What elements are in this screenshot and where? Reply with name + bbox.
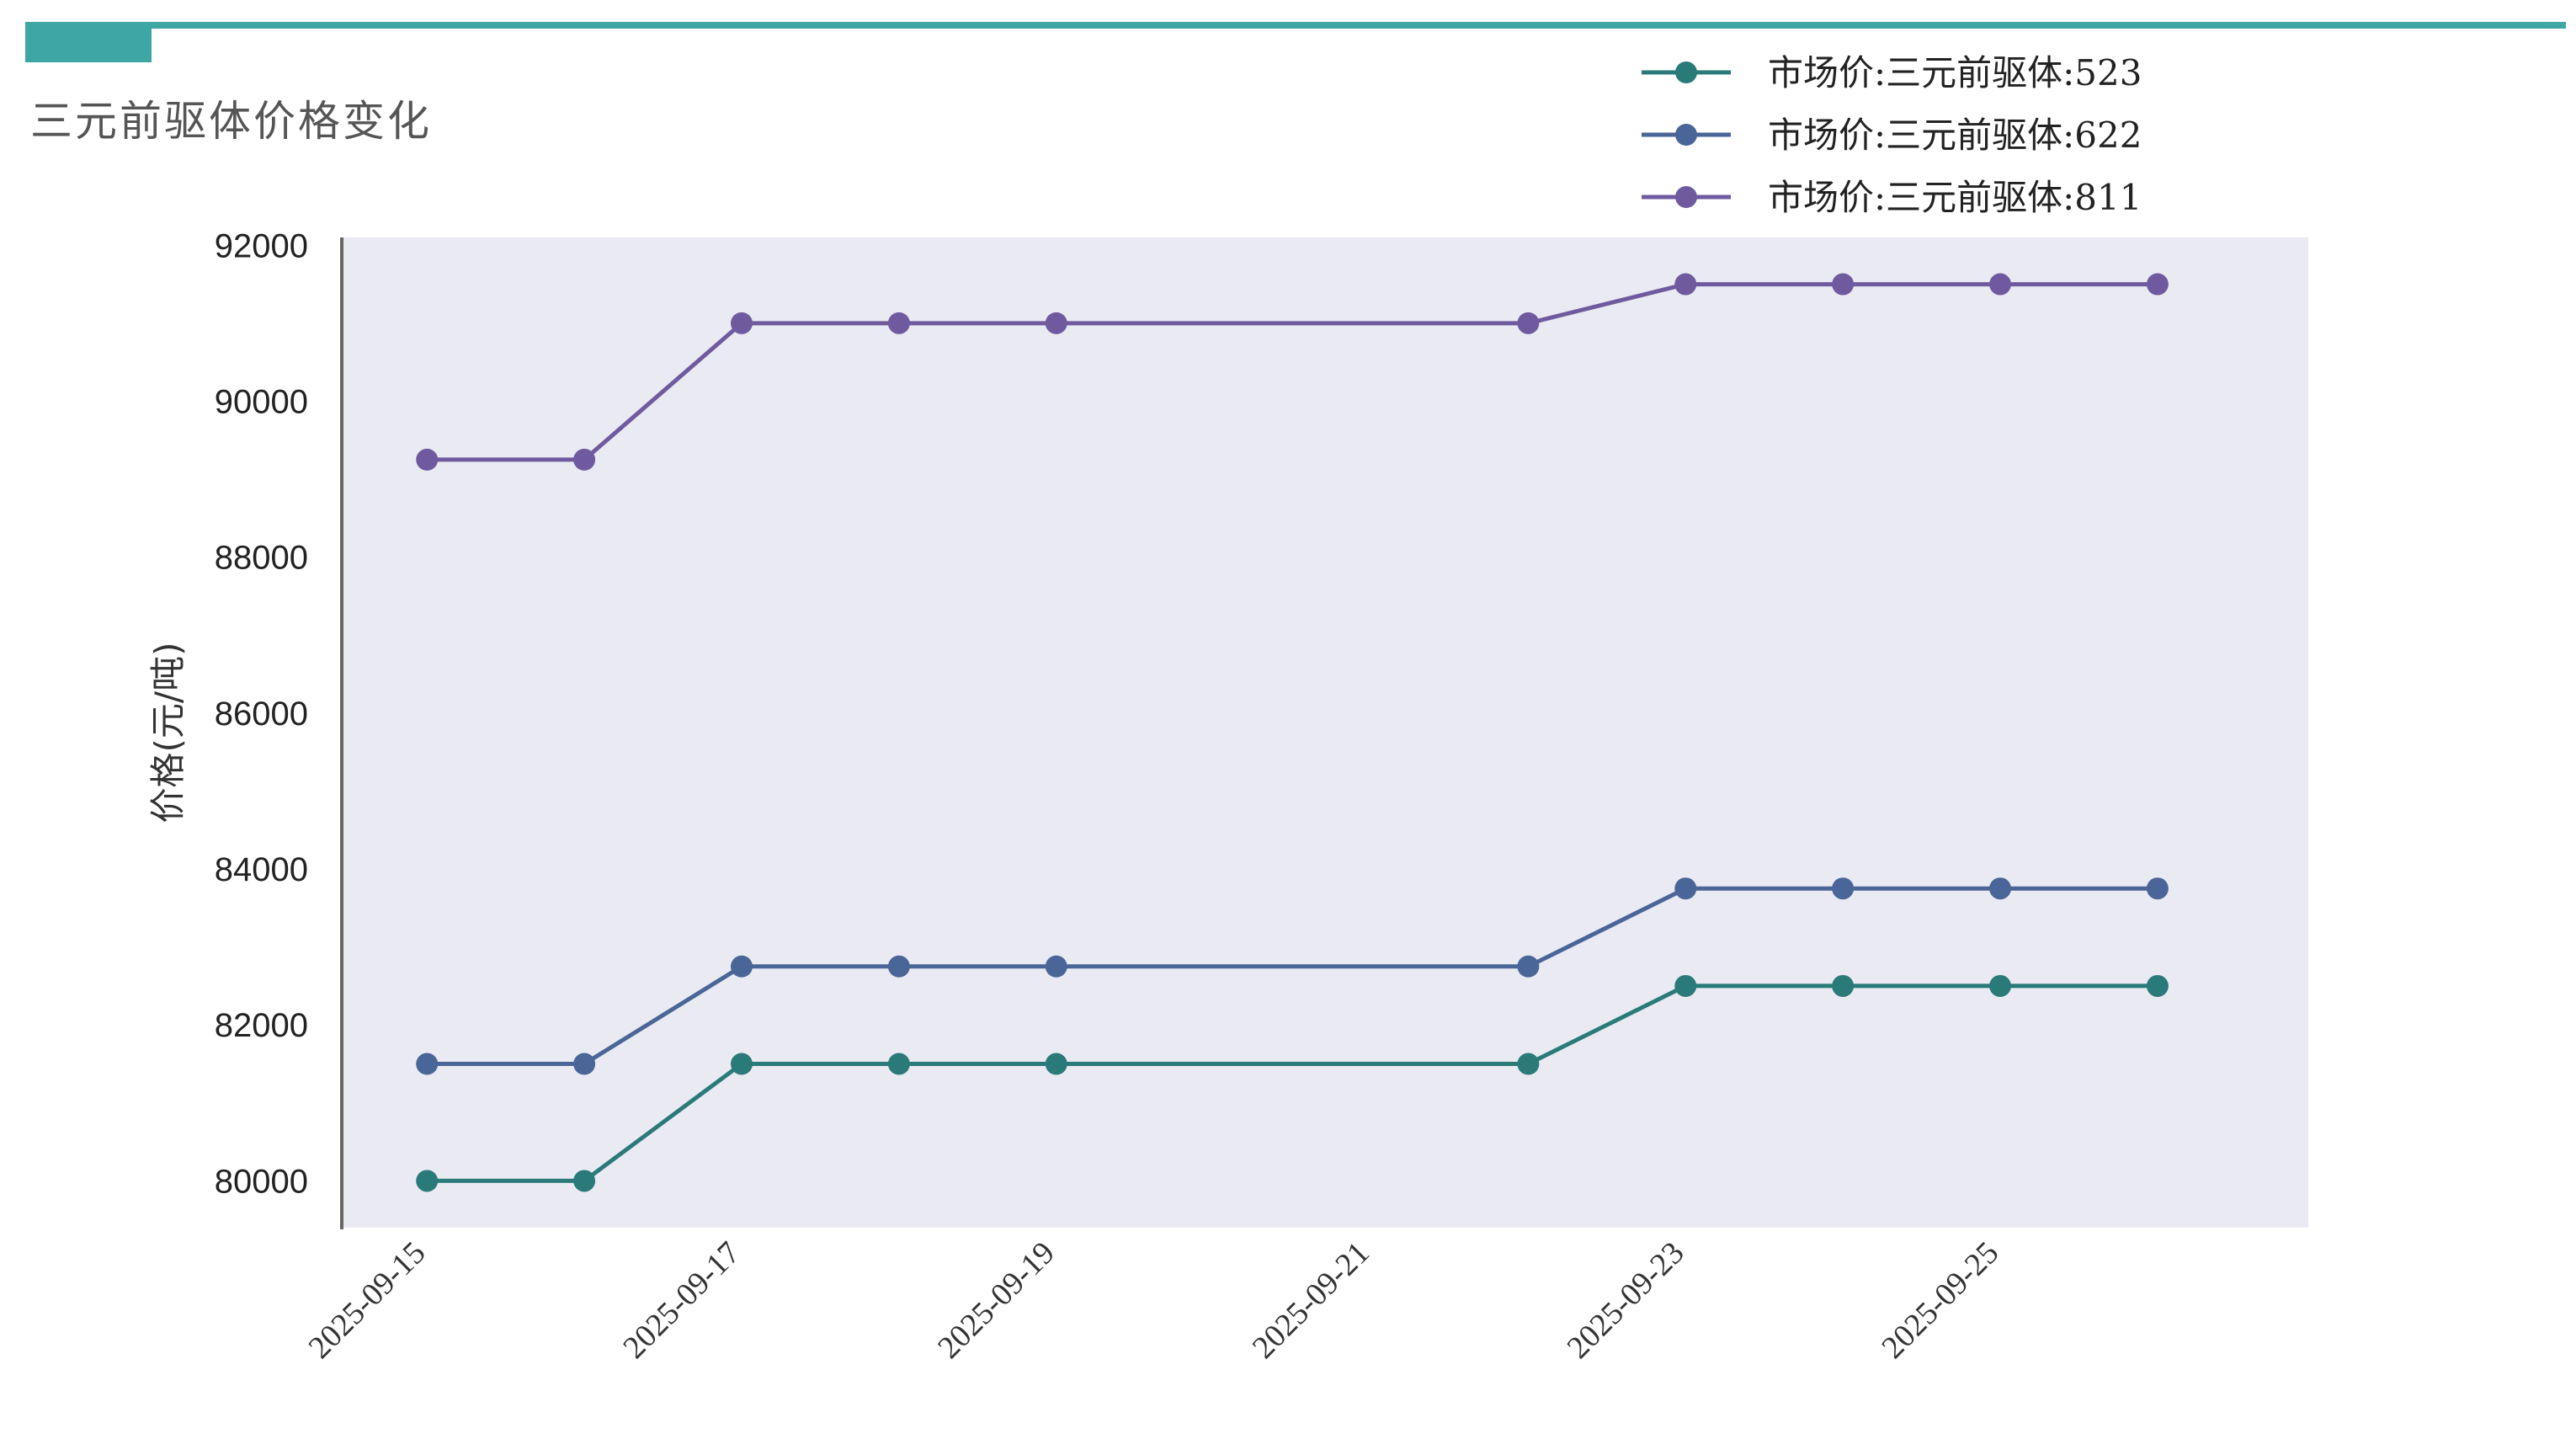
x-tick-label: 2025-09-19 — [931, 1235, 1062, 1366]
data-point — [573, 1170, 596, 1192]
legend: 市场价:三元前驱体:523 市场价:三元前驱体:622 市场价:三元前驱体:811 — [1642, 52, 2142, 218]
data-point — [1517, 1053, 1540, 1075]
y-tick-label: 92000 — [215, 227, 308, 264]
series-line — [427, 282, 2158, 462]
data-point — [1045, 1053, 1067, 1075]
header-rule — [25, 22, 2566, 29]
data-point — [1674, 974, 1697, 997]
data-point — [1674, 273, 1697, 296]
series-line — [427, 886, 2158, 1066]
y-tick-label: 88000 — [215, 540, 308, 577]
data-point — [730, 955, 753, 978]
data-point — [1832, 877, 1855, 900]
plot-area — [342, 237, 2308, 1228]
x-tick-label: 2025-09-15 — [302, 1235, 433, 1366]
series-line — [427, 983, 2158, 1183]
data-point — [730, 1053, 753, 1075]
data-point — [1989, 974, 2012, 997]
data-point — [887, 955, 910, 978]
data-point — [416, 1170, 439, 1192]
legend-label: 市场价:三元前驱体:523 — [1768, 52, 2142, 93]
x-tick-labels: 2025-09-15 2025-09-17 2025-09-19 2025-09-21… — [302, 1235, 2006, 1366]
data-point — [1045, 312, 1067, 334]
x-tick-label: 2025-09-17 — [616, 1235, 747, 1366]
data-point — [2146, 273, 2169, 296]
data-point — [1989, 273, 2012, 296]
data-point — [1832, 273, 1855, 296]
data-point — [1517, 955, 1540, 978]
data-point — [1832, 974, 1855, 997]
legend-marker — [1675, 61, 1697, 83]
data-point — [1517, 312, 1540, 334]
y-tick-label: 84000 — [215, 851, 308, 888]
y-tick-label: 82000 — [215, 1007, 308, 1044]
legend-label: 市场价:三元前驱体:622 — [1768, 115, 2142, 156]
data-point — [416, 448, 439, 471]
header-accent-block — [25, 25, 152, 62]
x-tick-label: 2025-09-25 — [1875, 1235, 2005, 1366]
legend-item: 市场价:三元前驱体:523 — [1642, 52, 2142, 93]
data-point — [887, 1053, 910, 1075]
y-tick-label: 86000 — [215, 696, 308, 733]
x-tick-label: 2025-09-23 — [1561, 1235, 1691, 1366]
data-point — [730, 312, 753, 334]
data-point — [573, 1053, 596, 1075]
data-point — [1674, 877, 1697, 900]
data-point — [416, 1053, 439, 1075]
y-tick-labels: 80000 82000 84000 86000 88000 90000 92000 — [215, 227, 308, 1200]
legend-marker — [1675, 124, 1697, 146]
x-tick-label: 2025-09-21 — [1246, 1235, 1376, 1366]
y-axis-label: 价格(元/吨) — [147, 642, 189, 823]
series-lines — [416, 273, 2169, 1192]
series-3 — [416, 273, 2169, 471]
data-point — [1989, 877, 2012, 900]
data-point — [2146, 974, 2169, 997]
data-point — [887, 312, 910, 334]
legend-item: 市场价:三元前驱体:622 — [1642, 115, 2142, 156]
data-point — [1045, 955, 1067, 978]
legend-marker — [1675, 186, 1697, 208]
legend-label: 市场价:三元前驱体:811 — [1768, 177, 2142, 218]
data-point — [2146, 877, 2169, 900]
y-tick-label: 90000 — [215, 383, 308, 420]
y-tick-label: 80000 — [215, 1163, 308, 1200]
series-1 — [416, 974, 2169, 1192]
legend-item: 市场价:三元前驱体:811 — [1642, 177, 2142, 218]
series-2 — [416, 877, 2169, 1075]
data-point — [573, 448, 596, 471]
page-title: 三元前驱体价格变化 — [30, 97, 432, 146]
